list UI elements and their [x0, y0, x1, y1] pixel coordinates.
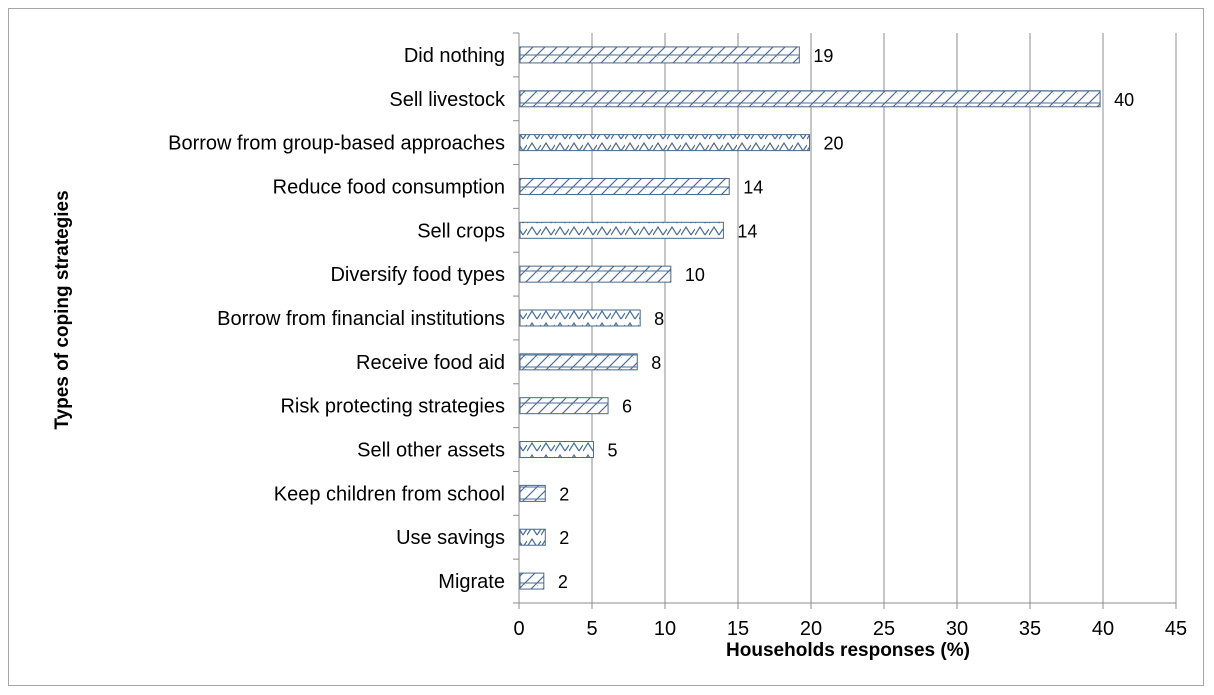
- data-label: 5: [607, 441, 617, 461]
- bar: [519, 309, 641, 327]
- category-label: Borrow from financial institutions: [217, 308, 505, 330]
- x-tick-label: 0: [513, 618, 524, 640]
- category-label: Sell other assets: [357, 440, 505, 462]
- bar: [519, 528, 546, 546]
- bar: [519, 397, 609, 415]
- data-label: 14: [743, 177, 763, 197]
- bar: [519, 265, 672, 283]
- category-label: Keep children from school: [274, 483, 505, 505]
- category-label: Use savings: [396, 527, 505, 549]
- x-tick-label: 30: [946, 618, 968, 640]
- y-axis-title: Types of coping strategies: [52, 190, 73, 429]
- category-label: Migrate: [438, 571, 505, 593]
- data-label: 10: [685, 265, 705, 285]
- axes: [513, 32, 1177, 609]
- data-label: 40: [1114, 90, 1134, 110]
- bars: [519, 46, 1101, 590]
- category-label: Sell crops: [417, 220, 505, 242]
- grid-lines: [591, 33, 1177, 603]
- bar: [519, 134, 811, 152]
- bar: [519, 572, 545, 590]
- x-tick-label: 15: [727, 618, 749, 640]
- chart-frame: 0 5 10 15 20 25 30 35 40 45 Did nothing 19 Sell live…: [8, 8, 1204, 686]
- x-tick-label: 5: [586, 618, 597, 640]
- bar: [519, 221, 724, 239]
- bar: [519, 484, 546, 502]
- data-label: 6: [622, 397, 632, 417]
- category-label: Sell livestock: [389, 89, 506, 111]
- category-label: Reduce food consumption: [273, 176, 505, 198]
- category-label: Risk protecting strategies: [280, 396, 505, 418]
- category-label: Borrow from group-based approaches: [168, 133, 505, 155]
- category-label: Diversify food types: [330, 264, 505, 286]
- data-label: 8: [654, 309, 664, 329]
- x-tick-label: 25: [873, 618, 895, 640]
- bar: [519, 353, 638, 371]
- bar: [519, 441, 594, 459]
- data-label: 8: [651, 353, 661, 373]
- data-label: 2: [559, 528, 569, 548]
- data-label: 14: [737, 221, 757, 241]
- x-tick-label: 40: [1092, 618, 1114, 640]
- bar: [519, 177, 730, 195]
- x-axis-title: Households responses (%): [726, 640, 970, 661]
- x-tick-label: 20: [800, 618, 822, 640]
- data-label: 2: [558, 572, 568, 592]
- data-label: 19: [813, 46, 833, 66]
- bar: [519, 90, 1101, 108]
- x-tick-label: 45: [1165, 618, 1187, 640]
- data-label: 20: [824, 134, 844, 154]
- category-label: Receive food aid: [356, 352, 505, 374]
- x-tick-label: 35: [1019, 618, 1041, 640]
- x-tick-label: 10: [654, 618, 676, 640]
- category-label: Did nothing: [404, 45, 505, 67]
- bar: [519, 46, 800, 64]
- data-label: 2: [559, 484, 569, 504]
